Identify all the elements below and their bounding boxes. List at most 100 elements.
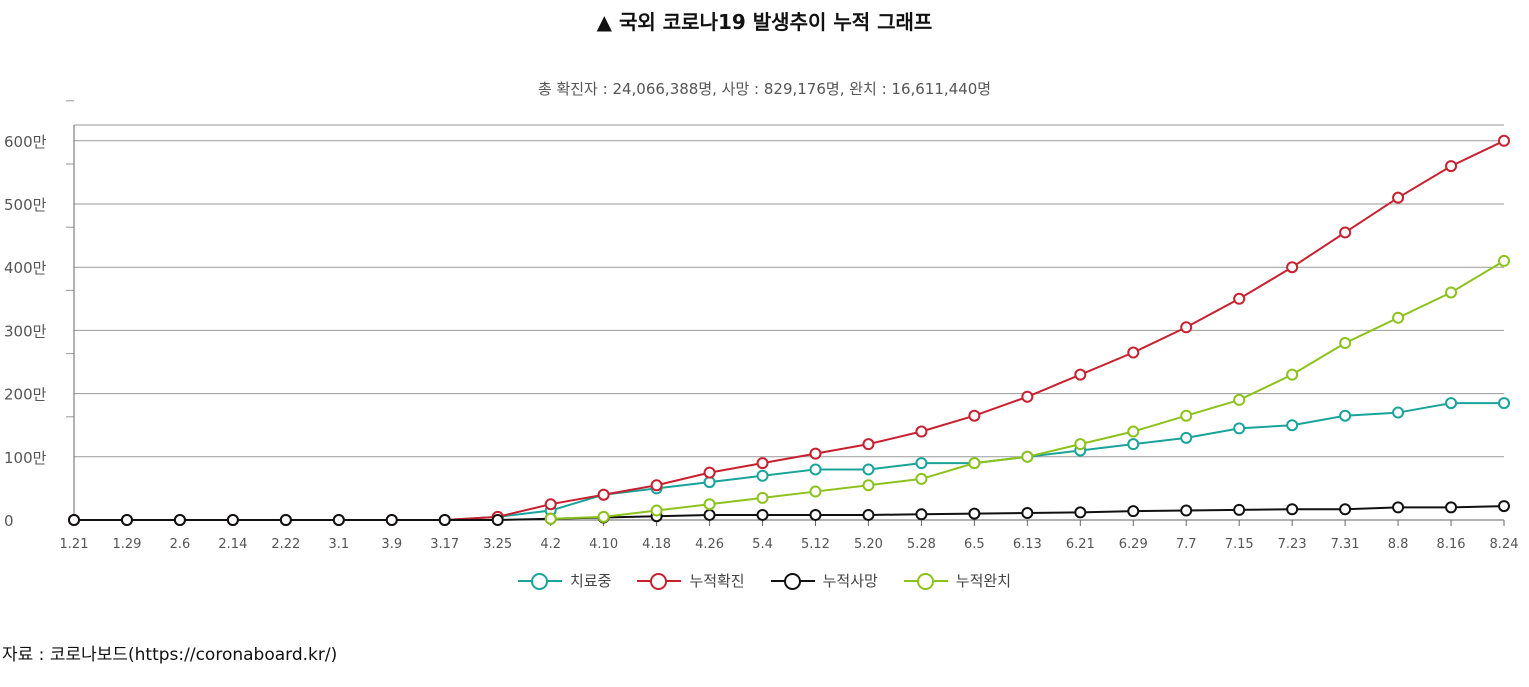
data-point-series-4 <box>1233 393 1246 406</box>
data-point-series-4 <box>1498 254 1510 267</box>
x-tick-label: 5.4 <box>752 537 773 552</box>
x-tick-label: 3.25 <box>483 537 512 552</box>
legend-item-4: 누적완치 <box>903 570 1011 591</box>
legend-marker <box>517 572 562 590</box>
data-point-series-2 <box>1233 292 1246 305</box>
data-point-series-2 <box>1392 191 1405 204</box>
x-tick-label: 6.5 <box>964 537 985 552</box>
data-point-series-2 <box>1127 346 1140 359</box>
data-point-series-1 <box>756 469 769 482</box>
data-point-series-3 <box>438 514 451 526</box>
x-tick-label: 4.26 <box>695 537 724 552</box>
data-point-series-2 <box>1339 226 1352 239</box>
data-point-series-2 <box>650 479 663 492</box>
x-tick-label: 4.2 <box>540 537 561 552</box>
data-point-series-3 <box>491 514 504 526</box>
data-point-series-3 <box>1286 503 1299 516</box>
series-line-3 <box>74 505 1505 521</box>
data-point-series-4 <box>756 491 769 504</box>
data-point-series-4 <box>650 504 663 517</box>
data-point-series-4 <box>1021 450 1034 463</box>
legend-marker <box>770 572 815 590</box>
data-point-series-3 <box>809 508 822 521</box>
x-tick-label: 5.20 <box>854 537 883 552</box>
data-point-series-2 <box>597 488 610 501</box>
data-point-series-4 <box>1074 438 1087 451</box>
data-point-series-4 <box>1127 425 1140 438</box>
data-point-series-4 <box>1392 311 1405 324</box>
data-point-series-2 <box>1180 321 1193 334</box>
x-tick-label: 2.6 <box>170 537 191 552</box>
y-tick-label: 500만 <box>4 196 47 214</box>
data-point-series-3 <box>1498 500 1510 513</box>
data-point-series-3 <box>968 507 981 520</box>
data-point-series-3 <box>173 514 186 526</box>
data-point-series-2 <box>915 425 928 438</box>
data-point-series-1 <box>1392 406 1405 419</box>
data-point-series-3 <box>703 508 716 521</box>
x-tick-label: 7.31 <box>1331 537 1360 552</box>
data-point-series-3 <box>1180 504 1193 517</box>
x-tick-label: 3.1 <box>328 537 349 552</box>
data-point-series-4 <box>1339 337 1352 350</box>
data-point-series-3 <box>68 514 80 526</box>
data-point-series-4 <box>703 498 716 511</box>
data-point-series-2 <box>544 498 557 511</box>
data-point-series-3 <box>915 508 928 521</box>
data-point-series-1 <box>809 463 822 476</box>
x-tick-label: 6.13 <box>1013 537 1042 552</box>
x-tick-label: 6.29 <box>1119 537 1148 552</box>
y-tick-label: 100만 <box>4 449 47 467</box>
data-point-series-1 <box>1233 422 1246 435</box>
data-point-series-3 <box>756 508 769 521</box>
data-point-series-2 <box>968 409 981 422</box>
data-point-series-3 <box>120 514 133 526</box>
data-point-series-1 <box>1498 397 1510 410</box>
y-tick-label: 600만 <box>4 133 47 151</box>
legend-item-1: 치료중 <box>517 570 611 591</box>
x-tick-label: 8.8 <box>1388 537 1409 552</box>
legend-item-3: 누적사망 <box>770 570 878 591</box>
data-point-series-1 <box>1127 438 1140 451</box>
x-tick-label: 8.24 <box>1490 537 1519 552</box>
data-point-series-3 <box>1021 507 1034 520</box>
x-tick-label: 7.7 <box>1176 537 1197 552</box>
data-point-series-2 <box>756 457 769 470</box>
data-point-series-3 <box>279 514 292 526</box>
x-tick-label: 7.15 <box>1225 537 1254 552</box>
y-tick-label: 200만 <box>4 386 47 404</box>
data-point-series-4 <box>809 485 822 498</box>
data-point-series-3 <box>385 514 398 526</box>
x-tick-label: 1.29 <box>112 537 141 552</box>
chart-title: ▲ 국외 코로나19 발생추이 누적 그래프 <box>596 10 933 34</box>
data-point-series-4 <box>1286 368 1299 381</box>
y-tick-label: 400만 <box>4 259 47 277</box>
data-point-series-3 <box>332 514 345 526</box>
x-tick-label: 8.16 <box>1437 537 1466 552</box>
x-tick-label: 6.21 <box>1066 537 1095 552</box>
data-point-series-4 <box>968 457 981 470</box>
data-point-series-4 <box>1445 286 1458 299</box>
x-tick-label: 5.28 <box>907 537 936 552</box>
x-tick-label: 5.12 <box>801 537 830 552</box>
x-tick-label: 4.10 <box>589 537 618 552</box>
chart-legend: 치료중 누적확진 누적사망 누적완치 <box>0 570 1529 591</box>
legend-label: 누적확진 <box>689 572 745 590</box>
x-tick-label: 3.17 <box>430 537 459 552</box>
data-point-series-4 <box>1180 409 1193 422</box>
data-point-series-3 <box>1074 506 1087 519</box>
legend-label: 누적완치 <box>955 572 1011 590</box>
data-point-series-3 <box>226 514 239 526</box>
y-tick-label: 300만 <box>4 322 47 340</box>
data-point-series-4 <box>597 510 610 523</box>
x-tick-label: 3.9 <box>381 537 402 552</box>
data-point-series-4 <box>915 472 928 485</box>
data-point-series-2 <box>1498 134 1510 147</box>
data-point-series-4 <box>544 512 557 525</box>
data-point-series-1 <box>915 457 928 470</box>
data-point-series-2 <box>862 438 875 451</box>
data-point-series-2 <box>703 466 716 479</box>
data-point-series-2 <box>1074 368 1087 381</box>
y-tick-label: 0 <box>4 512 14 530</box>
data-point-series-3 <box>1445 501 1458 514</box>
